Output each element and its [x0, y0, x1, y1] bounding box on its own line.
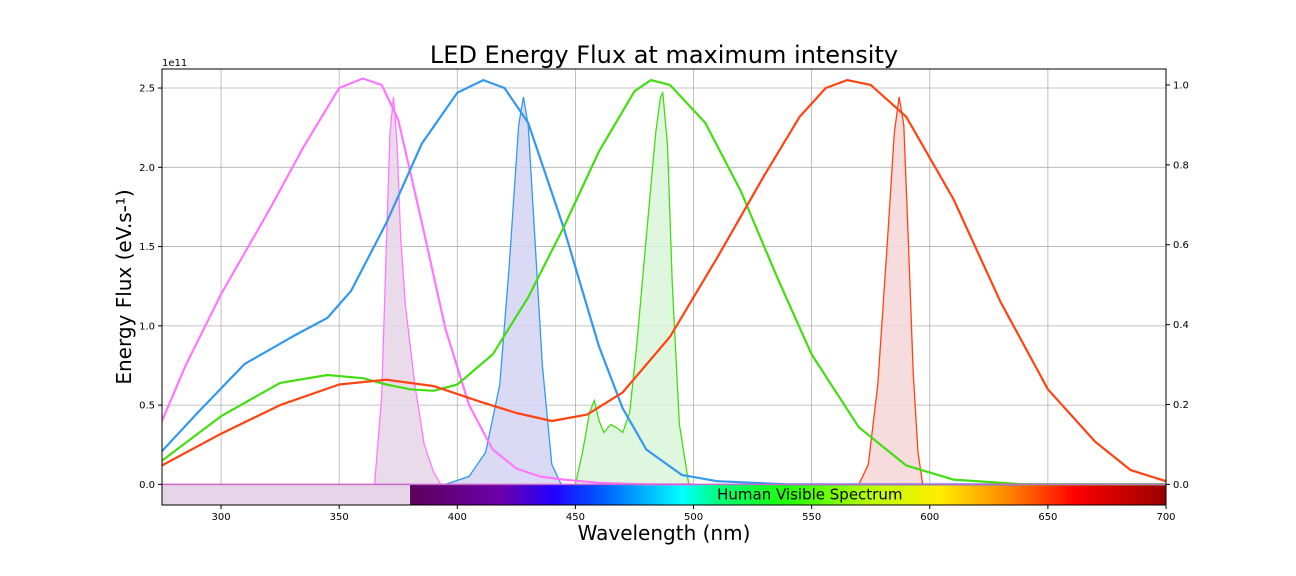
y2-tick-label: 0.0: [1173, 480, 1189, 491]
x-axis: 300 350 400 450 500 550 600 650 700: [212, 505, 1176, 523]
chart-title: LED Energy Flux at maximum intensity: [430, 41, 898, 69]
flux-line-1: [162, 78, 1166, 486]
x-axis-label: Wavelength (nm): [578, 521, 751, 545]
visible-spectrum-label: Human Visible Spectrum: [717, 485, 902, 503]
spectrum-line-0: [373, 96, 442, 485]
x-tick-label: 300: [212, 512, 231, 523]
y-tick-label: 1.5: [139, 242, 155, 253]
x-tick-label: 400: [448, 512, 467, 523]
y2-tick-label: 0.6: [1173, 240, 1189, 251]
y2-axis: 0.0 0.2 0.4 0.6 0.8 1.0: [1166, 80, 1189, 491]
visible-spectrum: [410, 484, 1166, 505]
y-axis-label: Energy Flux (eV.s-¹): [112, 189, 136, 384]
spectrum-line-3: [858, 96, 924, 485]
y2-tick-label: 1.0: [1173, 80, 1189, 91]
spectrum-fill-3: [858, 97, 923, 485]
x-tick-label: 450: [566, 512, 585, 523]
flux-line-3: [162, 78, 1166, 483]
y2-tick-label: 0.8: [1173, 160, 1189, 171]
plot-area: [161, 68, 1167, 506]
y-tick-label: 1.0: [139, 321, 155, 332]
spectrum-fill-1: [445, 97, 562, 485]
series-layer: [162, 77, 1166, 486]
y-axis: 0.0 0.5 1.0 1.5 2.0 2.5: [139, 84, 162, 491]
y2-tick-label: 0.4: [1173, 320, 1189, 331]
x-tick-label: 500: [684, 512, 703, 523]
y-offset-label: 1e11: [162, 58, 187, 69]
spectrum-fill-0: [374, 97, 441, 485]
x-tick-label: 650: [1038, 512, 1057, 523]
y-tick-label: 0.0: [139, 480, 155, 491]
x-tick-label: 350: [330, 512, 349, 523]
y-tick-label: 0.5: [139, 401, 155, 412]
flux-line-0: [162, 77, 694, 486]
x-tick-label: 550: [802, 512, 821, 523]
y-tick-label: 2.5: [139, 84, 155, 95]
spectrum-fill-2: [575, 93, 689, 485]
flux-line-2: [162, 78, 1166, 486]
uv-region: [162, 484, 411, 505]
visible-spectrum-band: Human Visible Spectrum: [162, 484, 1166, 505]
y-tick-label: 2.0: [139, 163, 155, 174]
x-tick-label: 700: [1156, 512, 1175, 523]
y2-tick-label: 0.2: [1173, 400, 1189, 411]
spectrum-line-2: [574, 90, 690, 485]
x-tick-label: 600: [920, 512, 939, 523]
